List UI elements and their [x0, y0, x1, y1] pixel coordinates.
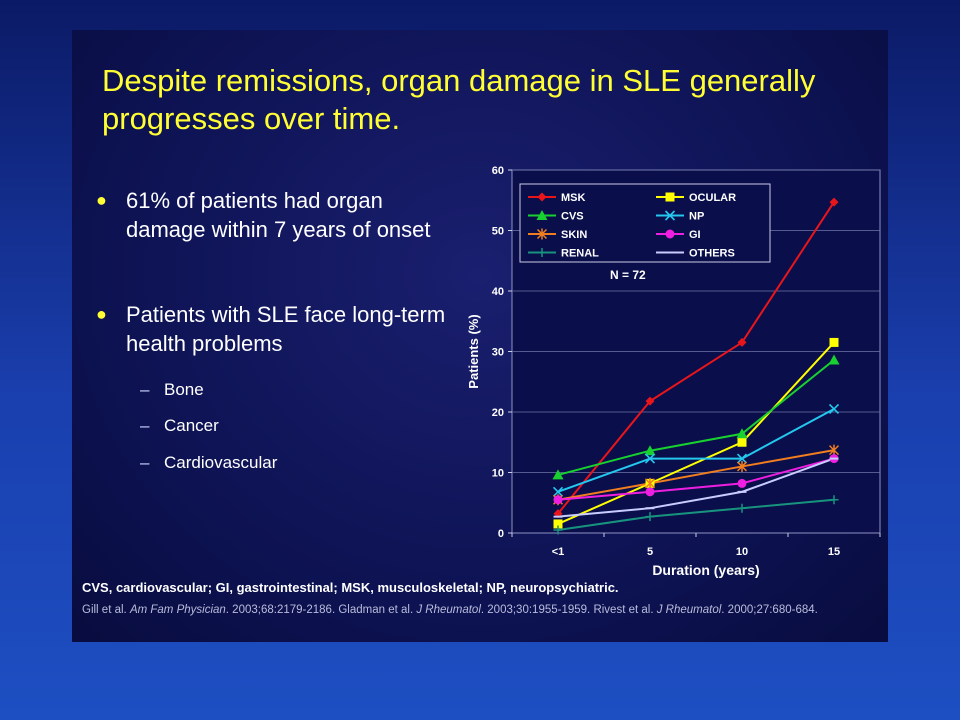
point-ocular: [553, 519, 563, 529]
point-gi: [553, 495, 563, 505]
x-axis-label: Duration (years): [652, 562, 759, 578]
point-renal: [737, 503, 747, 513]
bullet-1: ● 61% of patients had organ damage withi…: [96, 186, 446, 244]
point-skin: [828, 444, 840, 456]
sub-item-cancer: – Cancer: [140, 415, 219, 437]
ref-1-rest: . 2003;68:2179-2186.: [225, 604, 339, 616]
bullet-2: ● Patients with SLE face long-term healt…: [96, 300, 456, 358]
point-ocular: [829, 337, 839, 347]
point-cvs: [828, 354, 840, 365]
dash-icon: –: [140, 416, 150, 435]
legend-marker-skin: [536, 228, 548, 240]
series-line-skin: [557, 449, 835, 501]
legend-marker-msk: [537, 192, 547, 202]
legend-label-others: OTHERS: [689, 248, 735, 260]
series-line-gi: [557, 457, 835, 501]
dash-icon: –: [140, 453, 150, 472]
bullet-dot-icon: ●: [96, 304, 107, 324]
sub-item-label: Cardiovascular: [164, 453, 278, 472]
legend-label-np: NP: [689, 211, 704, 223]
slide-frame: Despite remissions, organ damage in SLE …: [72, 30, 888, 642]
series-line-ocular: [557, 341, 835, 525]
legend-marker-np: [664, 210, 676, 221]
point-ocular: [737, 437, 747, 447]
legend-label-renal: RENAL: [561, 248, 599, 260]
y-tick-label: 20: [492, 407, 504, 419]
ref-3-journal: J Rheumatol: [656, 604, 722, 616]
point-gi: [737, 478, 747, 488]
ref-1-authors: Gill et al.: [82, 604, 130, 616]
legend-marker-cvs: [536, 210, 548, 220]
ref-1-journal: Am Fam Physician: [129, 604, 226, 616]
ref-2-journal: J Rheumatol: [416, 604, 481, 616]
legend-box: [519, 183, 771, 263]
legend-label-ocular: OCULAR: [689, 192, 736, 204]
point-np: [736, 453, 748, 464]
legend-label-msk: MSK: [561, 192, 586, 204]
point-renal: [645, 512, 655, 522]
y-tick-label: 10: [492, 468, 504, 480]
bullet-dot-icon: ●: [96, 190, 107, 210]
sub-item-label: Bone: [164, 380, 204, 399]
point-cvs: [552, 469, 564, 480]
chart-annotation: N = 72: [610, 268, 646, 282]
x-tick-label: <1: [552, 546, 565, 558]
footer-references: Gill et al. Am Fam Physician. 2003;68:21…: [82, 602, 872, 618]
point-gi: [645, 487, 655, 497]
y-tick-label: 50: [492, 226, 504, 238]
x-tick-label: 10: [736, 546, 748, 558]
point-np: [644, 453, 656, 464]
legend-label-skin: SKIN: [561, 229, 587, 241]
ref-3-authors: Rivest et al.: [593, 604, 657, 616]
ref-2-authors: Gladman et al.: [338, 604, 417, 616]
line-chart: 0 10 20 30 40 50 60 <1 5 10 15 Duration (years) Pati…: [466, 165, 881, 578]
y-tick-label: 0: [498, 528, 504, 540]
point-msk: [737, 337, 747, 347]
bullet-text: Patients with SLE face long-term health …: [126, 302, 446, 356]
slide-title: Despite remissions, organ damage in SLE …: [102, 63, 816, 136]
legend-marker-renal: [537, 248, 547, 257]
series-line-renal: [557, 498, 835, 531]
series-line-cvs: [557, 359, 835, 476]
point-cvs: [736, 428, 748, 439]
footer-definitions: CVS, cardiovascular; GI, gastrointestina…: [82, 580, 619, 595]
y-tick-label: 40: [492, 286, 504, 298]
point-np: [552, 486, 564, 497]
point-msk: [829, 197, 839, 207]
legend-label-cvs: CVS: [561, 211, 584, 223]
series-line-others: [557, 457, 835, 518]
y-tick-label: 30: [492, 347, 504, 359]
series-line-msk: [557, 201, 835, 515]
point-np: [828, 403, 840, 415]
series-line-np: [557, 408, 835, 493]
legend-marker-ocular: [665, 192, 675, 202]
point-msk: [645, 396, 655, 406]
point-skin: [736, 460, 748, 472]
sub-item-label: Cancer: [164, 416, 219, 435]
legend-label-gi: GI: [689, 229, 701, 241]
legend-marker-gi: [665, 229, 675, 239]
ref-2-rest: . 2003;30:1955-1959.: [480, 604, 594, 616]
dash-icon: –: [140, 380, 150, 399]
point-renal: [829, 495, 839, 505]
point-cvs: [644, 445, 656, 456]
sub-item-bone: – Bone: [140, 379, 204, 401]
bullet-text: 61% of patients had organ damage within …: [126, 188, 431, 242]
point-skin: [644, 477, 656, 489]
y-axis-label: Patients (%): [466, 314, 481, 388]
point-renal: [553, 525, 563, 535]
x-tick-label: 5: [647, 546, 653, 558]
x-tick-label: 15: [828, 546, 840, 558]
chart-container: 0 10 20 30 40 50 60 <1 5 10 15 Duration (years) Pati…: [460, 158, 888, 588]
y-tick-label: 60: [492, 165, 504, 177]
sub-item-cardiovascular: – Cardiovascular: [140, 452, 277, 474]
ref-3-rest: . 2000;27:680-684.: [721, 604, 818, 616]
